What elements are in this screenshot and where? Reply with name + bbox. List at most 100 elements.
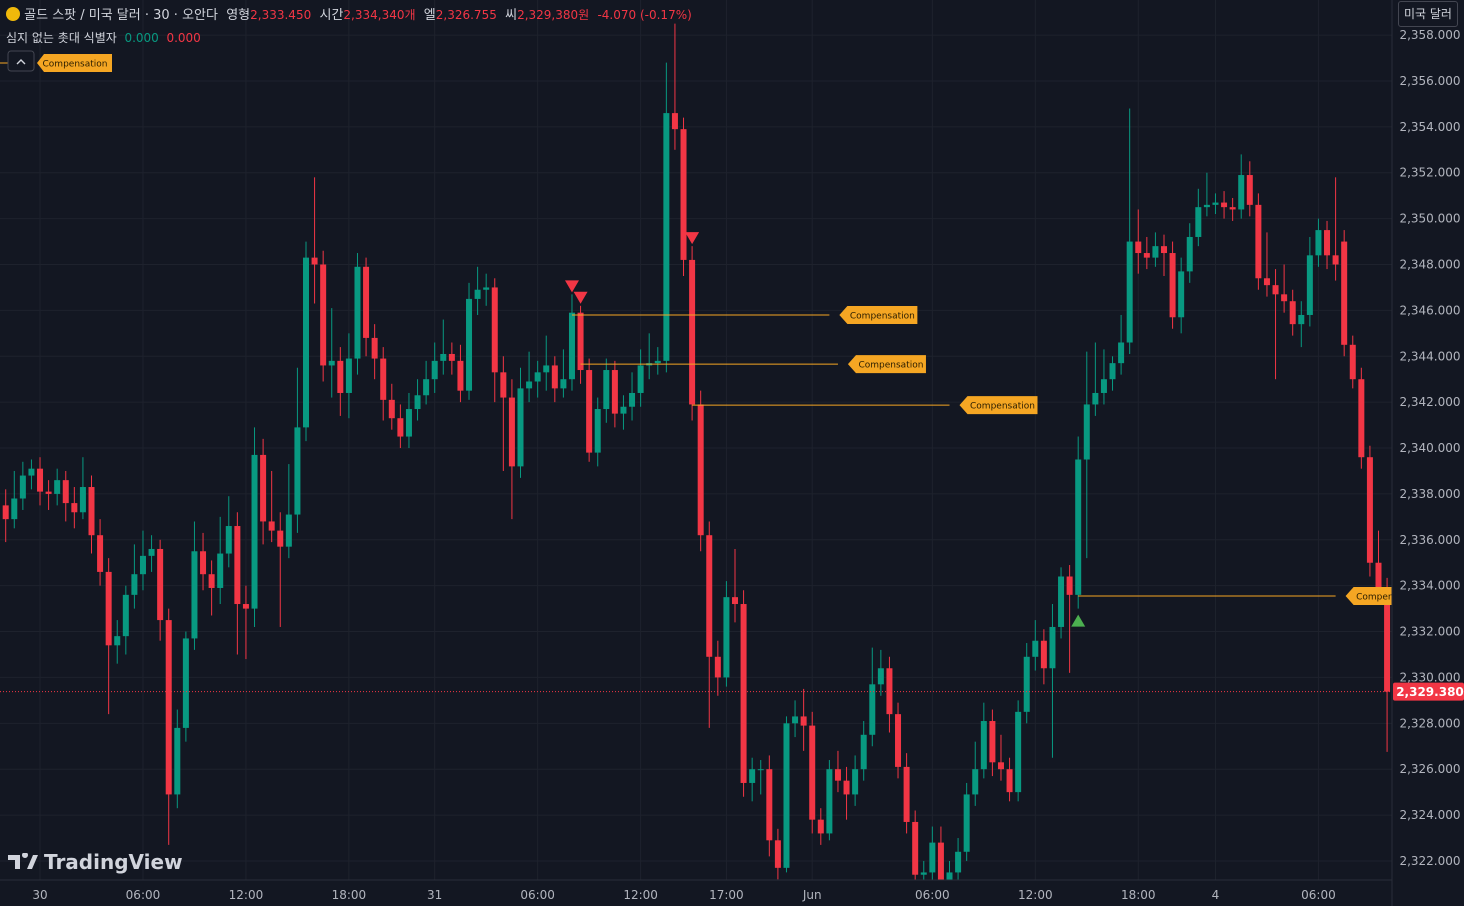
candle-body [1375,562,1382,599]
candle-body [817,819,824,834]
candle-body [1229,207,1236,210]
sell-marker [564,280,579,293]
y-tick-label: 2,352.000 [1399,166,1460,180]
candle-body [1324,230,1331,256]
candle-body [268,521,275,531]
candle-body [1384,598,1391,692]
candle-body [414,395,421,410]
candle-body [208,574,215,588]
candle-body [363,266,370,338]
symbol[interactable]: 골드 스팟 / 미국 달러 · 30 · 오안다 [24,8,218,23]
candle-body [526,381,533,389]
candle-body [1246,175,1253,205]
y-tick-label: 2,348.000 [1399,258,1460,272]
candle-body [88,487,95,536]
candle-body [405,409,412,437]
x-tick-label: 12:00 [229,888,264,902]
candle-body [1058,576,1065,627]
candle-body [517,388,524,467]
candle-body [483,287,490,290]
c-value: 2,329,380원 [517,8,590,22]
candle-body [1040,640,1047,669]
candle-body [774,840,781,868]
candle-body [637,365,644,393]
candle-body [723,597,730,678]
buy-marker [1071,614,1086,627]
candle-body [534,372,541,382]
candle-body [955,851,962,873]
candle-body [131,574,138,595]
indicator-value: 0.000 [166,31,201,45]
candle-body [114,636,121,646]
candle-body [28,468,35,476]
candle-body [388,399,395,419]
candle-body [311,257,318,265]
candle-body [740,604,747,783]
candle-body [1006,769,1013,793]
candle-body [337,360,344,393]
candle-body [457,360,464,391]
legend: 골드 스팟 / 미국 달러 · 30 · 오안다 영형2,333.450 시간2… [6,4,692,23]
x-tick-label: 06:00 [915,888,950,902]
candle-body [1161,246,1167,254]
compensation-tag [37,54,112,72]
candle-body [671,113,678,130]
candle-body [466,298,473,391]
candle-body [895,714,902,767]
candle-body [877,668,884,685]
candle-body [757,769,764,771]
candle-body [689,259,696,405]
candle-body [1023,656,1030,712]
current-price-box [1393,682,1464,701]
y-tick-label: 2,358.000 [1399,28,1460,42]
candle-body [989,721,996,763]
candle-body [860,734,867,770]
y-tick-label: 2,326.000 [1399,762,1460,776]
candle-body [500,372,507,398]
candle-body [1255,204,1262,279]
candle-body [663,113,670,361]
candle-body [277,530,284,547]
candle-body [1195,207,1202,237]
compensation-tag [847,355,926,374]
x-tick-label: 12:00 [1018,888,1053,902]
candle-body [148,548,155,556]
candle-body [1212,202,1219,205]
candle-body [629,392,636,407]
y-tick-label: 2,324.000 [1399,808,1460,822]
candle-body [551,365,558,389]
candle-body [217,553,224,588]
candle-body [45,491,52,494]
candle-body [826,769,833,834]
candle-body [182,638,189,728]
candle-body [397,418,404,437]
y-tick-label: 2,340.000 [1399,441,1460,455]
candle-body [697,404,704,536]
candle-body [1306,255,1313,315]
candle-body [1178,271,1185,318]
y-tick-label: 2,342.000 [1399,395,1460,409]
candle-body [834,769,841,781]
candle-body [594,409,601,453]
candle-body [371,337,378,359]
candle-body [1100,379,1107,393]
candle-body [732,597,738,605]
x-tick-label: 06:00 [1301,888,1336,902]
compensation-label: Compensation [858,361,923,371]
y-tick-label: 2,322.000 [1399,854,1460,868]
candle-body [766,769,773,841]
candle-body [2,505,9,520]
candle-body [1203,204,1210,208]
candle-body [714,656,721,678]
candle-body [1135,241,1142,254]
currency-button[interactable]: 미국 달러 [1398,1,1458,27]
indicator-name[interactable]: 심지 없는 촛대 식별자 [6,31,117,45]
candle-body [577,312,584,371]
candle-body [1083,404,1090,460]
compensation-tag [839,305,918,324]
compensation-label: Compensation [1356,592,1421,602]
candle-body [792,716,799,724]
candle-body [62,480,69,504]
candle-body [920,872,927,875]
candle-body [1109,363,1116,380]
